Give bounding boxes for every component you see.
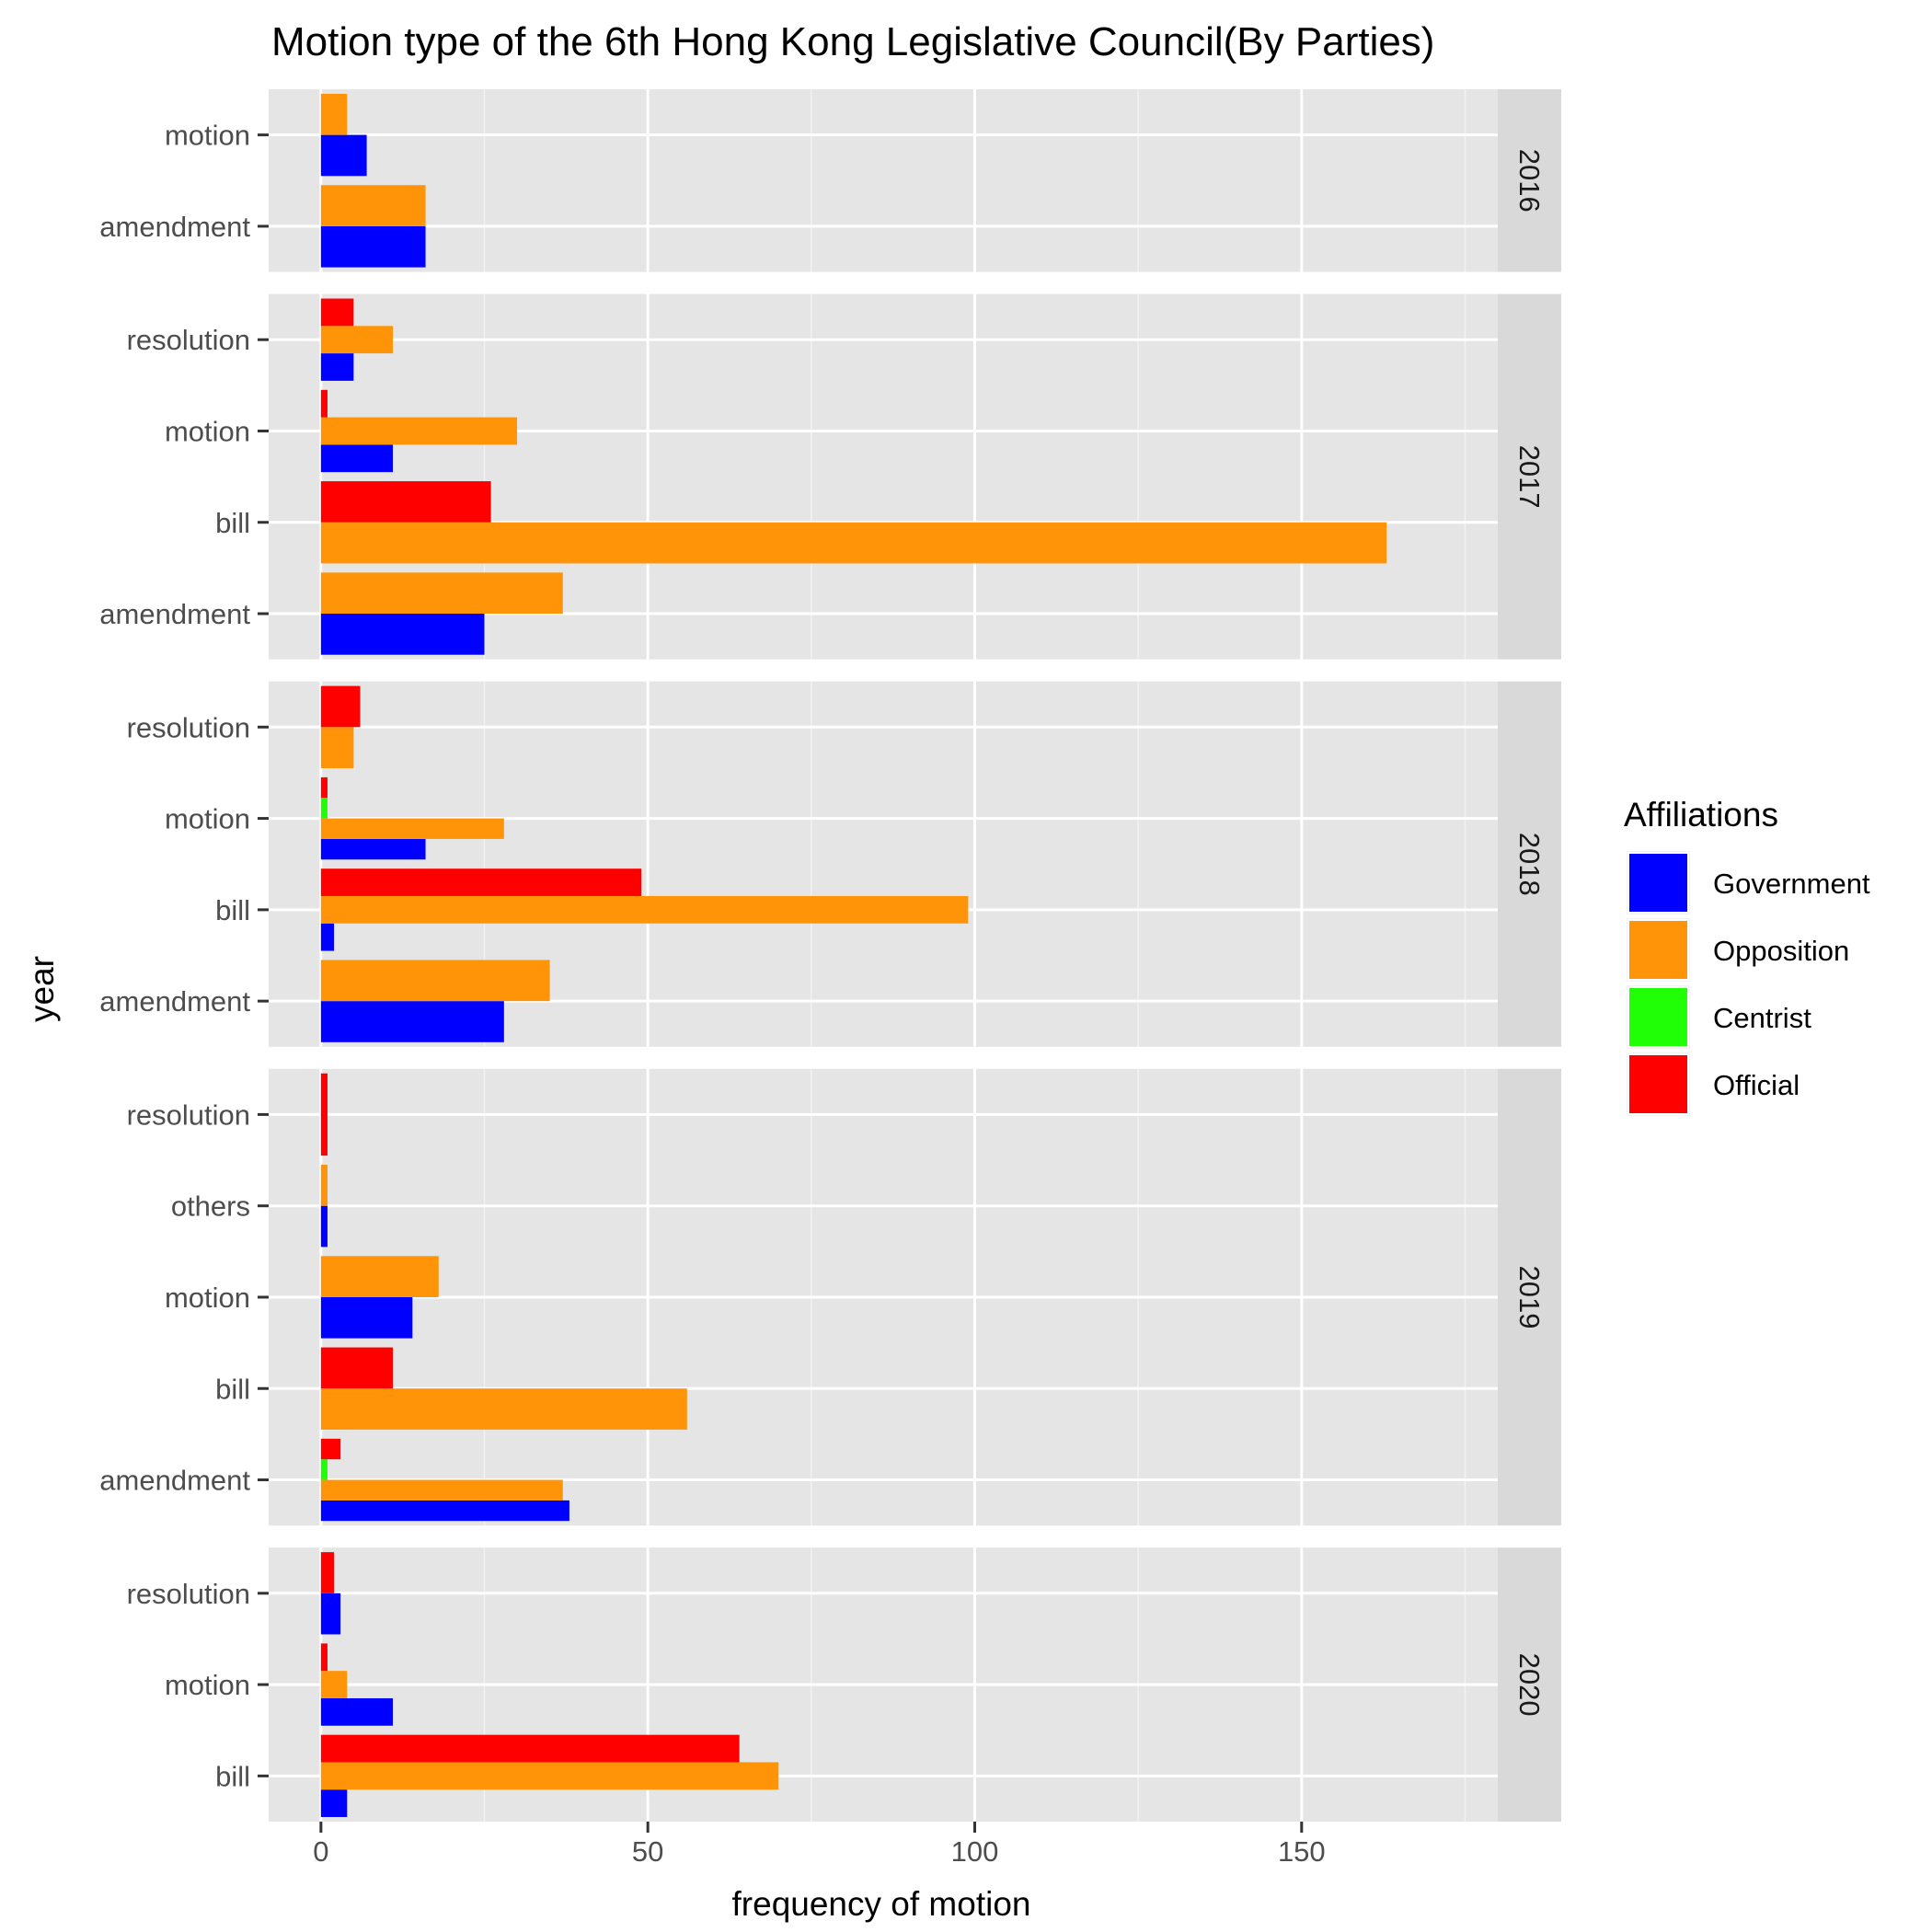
legend-swatch-official <box>1627 1053 1689 1115</box>
y-tick-label-resolution: resolution <box>127 1098 250 1131</box>
facet-panel-2019: amendment bill motion others resolution 2019 <box>99 1068 1561 1526</box>
bar-2017-bill-opposition <box>320 522 1387 564</box>
legend-label-government: Government <box>1713 868 1870 900</box>
y-tick-label-amendment: amendment <box>99 985 250 1018</box>
bar-2020-resolution-official <box>320 1552 335 1593</box>
y-tick-label-resolution: resolution <box>127 1578 250 1610</box>
facet-panel-2018: amendment bill motion resolution 2018 <box>99 681 1561 1047</box>
legend-title: Affiliations <box>1624 796 1778 834</box>
bar-2017-motion-government <box>320 444 394 473</box>
chart-title: Motion type of the 6th Hong Kong Legisla… <box>271 19 1434 64</box>
legend: Affiliations Government Opposition Centris… <box>1624 796 1870 1116</box>
bar-2020-bill-opposition <box>320 1762 779 1790</box>
facet-strip-label-2016: 2016 <box>1513 149 1546 213</box>
facet-strip-2018 <box>1498 681 1561 1047</box>
facet-panel-2017: amendment bill motion resolution 2017 <box>99 293 1561 660</box>
x-axis: 0 50 100 150 <box>313 1822 1326 1868</box>
legend-label-opposition: Opposition <box>1713 935 1849 967</box>
bar-2017-resolution-government <box>320 353 354 381</box>
facet-panel-2020: bill motion resolution 2020 <box>127 1547 1561 1822</box>
facet-strip-label-2017: 2017 <box>1513 445 1546 509</box>
bar-2016-motion-opposition <box>320 93 348 135</box>
facet-panels: amendment motion 2016 amendment bill motion re… <box>99 89 1561 1822</box>
y-tick-label-motion: motion <box>165 1282 250 1314</box>
bar-2018-motion-government <box>320 838 426 860</box>
bar-2019-bill-opposition <box>320 1388 687 1430</box>
y-tick-label-motion: motion <box>165 120 250 152</box>
bar-2018-resolution-official <box>320 685 361 728</box>
bar-2019-others-opposition <box>320 1165 328 1206</box>
bar-2016-motion-government <box>320 134 367 177</box>
facet-strip-label-2019: 2019 <box>1513 1265 1546 1328</box>
x-tick-label-150: 150 <box>1278 1835 1326 1868</box>
x-tick-label-0: 0 <box>313 1835 328 1868</box>
bar-2020-resolution-government <box>320 1593 341 1635</box>
bar-2020-motion-opposition <box>320 1671 348 1698</box>
facet-strip-2016 <box>1498 89 1561 272</box>
y-tick-label-motion: motion <box>165 415 250 447</box>
bar-2017-amendment-opposition <box>320 572 563 615</box>
bar-2019-amendment-official <box>320 1438 341 1460</box>
y-tick-label-bill: bill <box>215 1760 250 1792</box>
bar-2019-bill-official <box>320 1347 394 1389</box>
y-tick-label-motion: motion <box>165 1669 250 1701</box>
bar-2018-amendment-government <box>320 1001 504 1042</box>
y-tick-label-amendment: amendment <box>99 1465 250 1497</box>
facet-panel-2016: amendment motion 2016 <box>99 89 1561 272</box>
bar-2020-motion-official <box>320 1643 328 1672</box>
bar-2019-motion-government <box>320 1296 413 1339</box>
bar-2019-motion-opposition <box>320 1256 439 1297</box>
bar-2019-resolution-official <box>320 1073 328 1156</box>
bar-2018-bill-official <box>320 868 642 896</box>
bar-2018-resolution-opposition <box>320 727 354 768</box>
legend-label-centrist: Centrist <box>1713 1002 1811 1034</box>
y-tick-label-resolution: resolution <box>127 324 250 356</box>
x-tick-label-100: 100 <box>951 1835 999 1868</box>
facet-strip-2017 <box>1498 293 1561 660</box>
x-axis-title: frequency of motion <box>732 1885 1031 1923</box>
x-tick-label-50: 50 <box>632 1835 663 1868</box>
bar-2019-amendment-centrist <box>320 1459 328 1480</box>
facet-strip-label-2020: 2020 <box>1513 1653 1546 1717</box>
legend-swatch-centrist <box>1627 986 1689 1048</box>
y-tick-label-bill: bill <box>215 1373 250 1405</box>
facet-strip-2019 <box>1498 1068 1561 1526</box>
legend-swatch-government <box>1627 852 1689 914</box>
y-tick-label-motion: motion <box>165 803 250 835</box>
y-tick-label-resolution: resolution <box>127 711 250 743</box>
bar-2020-motion-government <box>320 1697 394 1726</box>
bar-2017-bill-official <box>320 481 491 523</box>
bar-2018-bill-government <box>320 923 335 951</box>
bar-2018-amendment-opposition <box>320 960 550 1002</box>
bar-2016-amendment-opposition <box>320 185 426 226</box>
bar-2018-motion-opposition <box>320 818 504 839</box>
bar-2017-resolution-official <box>320 298 354 327</box>
y-axis-title: year <box>23 956 61 1022</box>
legend-label-official: Official <box>1713 1069 1800 1101</box>
bar-2020-bill-official <box>320 1734 740 1763</box>
bar-2018-motion-official <box>320 776 328 799</box>
y-tick-label-amendment: amendment <box>99 598 250 630</box>
legend-keys: Government Opposition Centrist Official <box>1627 851 1870 1116</box>
bar-2019-others-government <box>320 1205 328 1248</box>
bar-2018-motion-centrist <box>320 798 328 819</box>
bar-2019-amendment-government <box>320 1500 569 1522</box>
bar-2018-bill-opposition <box>320 895 969 924</box>
panel-background <box>269 89 1498 272</box>
y-tick-label-others: others <box>171 1190 250 1223</box>
bar-2020-bill-government <box>320 1789 348 1818</box>
bar-2019-amendment-opposition <box>320 1479 563 1501</box>
bar-2017-motion-official <box>320 389 328 418</box>
bar-2017-motion-opposition <box>320 417 518 445</box>
bar-2017-resolution-opposition <box>320 326 394 354</box>
y-tick-label-bill: bill <box>215 894 250 926</box>
bar-2016-amendment-government <box>320 225 426 268</box>
y-tick-label-bill: bill <box>215 507 250 539</box>
bar-2017-amendment-government <box>320 614 485 655</box>
facet-strip-2020 <box>1498 1547 1561 1822</box>
legend-swatch-opposition <box>1627 919 1689 981</box>
y-tick-label-amendment: amendment <box>99 211 250 243</box>
facet-strip-label-2018: 2018 <box>1513 833 1546 896</box>
